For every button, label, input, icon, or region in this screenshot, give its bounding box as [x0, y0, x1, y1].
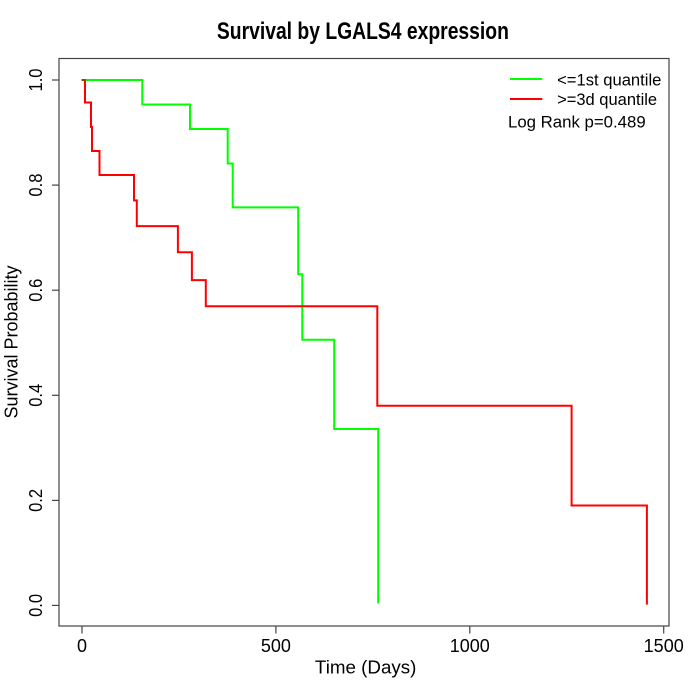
- svg-text:0: 0: [77, 636, 87, 656]
- svg-text:<=1st quantile: <=1st quantile: [557, 70, 661, 89]
- svg-text:Survival Probability: Survival Probability: [2, 266, 22, 419]
- svg-text:0.4: 0.4: [26, 384, 46, 407]
- svg-text:1000: 1000: [450, 636, 490, 656]
- svg-text:0.2: 0.2: [26, 489, 46, 512]
- svg-text:Survival by LGALS4 expression: Survival by LGALS4 expression: [217, 18, 509, 45]
- svg-text:1500: 1500: [644, 636, 684, 656]
- svg-text:0.6: 0.6: [26, 279, 46, 302]
- svg-text:>=3d quantile: >=3d quantile: [557, 90, 657, 109]
- svg-text:500: 500: [261, 636, 291, 656]
- svg-text:1.0: 1.0: [26, 69, 46, 92]
- svg-text:Time (Days): Time (Days): [315, 658, 417, 678]
- svg-text:0.8: 0.8: [26, 174, 46, 197]
- svg-text:Log Rank p=0.489: Log Rank p=0.489: [508, 113, 646, 132]
- svg-text:0.0: 0.0: [26, 594, 46, 617]
